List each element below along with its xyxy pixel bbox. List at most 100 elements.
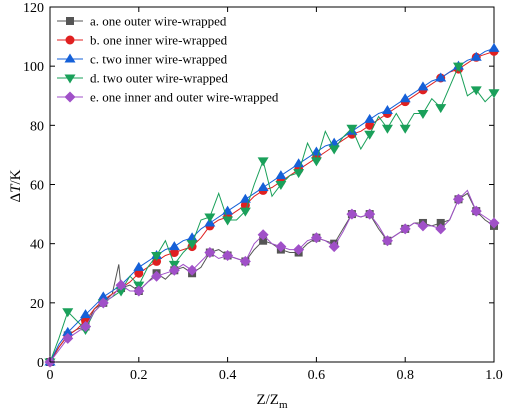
data-point (275, 170, 287, 180)
y-axis-label-var: T (8, 183, 24, 193)
y-tick-label: 120 (23, 1, 44, 16)
data-point (186, 232, 198, 242)
data-point (239, 193, 251, 203)
data-point (364, 130, 376, 140)
data-point (133, 261, 145, 271)
data-point (435, 72, 447, 82)
series-layer (44, 42, 500, 368)
data-point (381, 105, 393, 115)
data-point (151, 270, 163, 282)
data-point (328, 241, 340, 253)
x-tick-label: 0.6 (308, 368, 326, 383)
data-point (470, 51, 482, 61)
data-point (222, 216, 234, 226)
series-line (49, 192, 495, 363)
data-point (275, 241, 287, 253)
y-axis-label: ΔT/K (8, 169, 24, 202)
data-point (222, 250, 234, 261)
data-point (452, 62, 464, 72)
data-point (417, 81, 429, 91)
x-tick-label: 0 (47, 368, 54, 383)
x-axis-label: Z/Zm (256, 392, 288, 411)
y-tick-label: 60 (30, 179, 44, 194)
legend-marker (64, 53, 76, 63)
data-point (151, 252, 163, 261)
legend-label: e. one inner and outer wire-wrapped (90, 90, 279, 105)
y-axis-label-delta: Δ (8, 193, 24, 203)
data-point (259, 236, 268, 245)
data-point (452, 193, 464, 205)
legend-marker (66, 17, 74, 25)
data-point (293, 244, 305, 256)
data-point (310, 157, 322, 167)
legend-label: b. one inner wire-wrapped (90, 33, 228, 48)
data-point (168, 264, 180, 276)
y-tick-label: 40 (30, 238, 44, 253)
series-e (44, 189, 500, 368)
data-point (364, 208, 376, 220)
legend-entry: a. one outer wire-wrapped (57, 14, 227, 29)
x-tick-label: 0.8 (396, 368, 414, 383)
data-point (310, 232, 322, 244)
x-tick-label: 0.4 (219, 368, 237, 383)
data-point (417, 220, 429, 232)
legend-marker (64, 91, 76, 103)
x-tick-label: 0.2 (130, 368, 148, 383)
y-axis-label-unit: /K (8, 169, 24, 184)
data-point (399, 93, 411, 103)
data-point (381, 235, 393, 247)
data-point (488, 42, 500, 52)
legend-label: a. one outer wire-wrapped (90, 14, 227, 29)
data-point (115, 279, 127, 291)
data-point (169, 248, 179, 258)
data-point (381, 124, 393, 134)
legend-entry: c. two inner wire-wrapped (57, 52, 228, 67)
legend-label: d. two outer wire-wrapped (90, 71, 228, 86)
legend-marker (64, 74, 76, 84)
data-point (346, 208, 358, 220)
data-point (115, 287, 127, 297)
data-point (80, 321, 92, 332)
data-point (328, 145, 340, 155)
data-point (133, 285, 145, 297)
legend-entry: b. one inner wire-wrapped (57, 33, 228, 48)
legend-label: c. two inner wire-wrapped (90, 52, 228, 67)
data-point (204, 247, 216, 259)
y-tick-label: 80 (30, 119, 44, 134)
data-point (293, 169, 305, 179)
data-point (62, 308, 74, 318)
data-point (365, 120, 375, 130)
data-point (346, 124, 358, 134)
data-point (186, 264, 198, 276)
y-tick-label: 100 (23, 60, 44, 75)
data-point (399, 223, 411, 235)
data-point (257, 229, 269, 241)
data-point (488, 217, 500, 229)
data-point (436, 218, 445, 227)
data-point (80, 309, 92, 319)
data-point (257, 181, 269, 191)
data-point (239, 255, 251, 267)
data-point (204, 213, 216, 223)
data-point (470, 86, 482, 96)
legend: a. one outer wire-wrapped b. one inner wi… (57, 14, 279, 105)
data-point (97, 291, 109, 301)
data-point (399, 124, 411, 134)
data-point (239, 207, 251, 217)
data-point (488, 89, 500, 99)
axis-layer: 0 0.2 0.4 0.6 0.8 1.0 0 20 40 60 80 100 120 (23, 1, 503, 383)
data-point (134, 268, 144, 278)
data-point (62, 332, 74, 344)
y-tick-label: 0 (37, 356, 44, 371)
plot-frame (49, 6, 495, 363)
data-point (257, 157, 269, 167)
x-axis-label-sub: m (279, 399, 288, 411)
data-point (435, 104, 447, 114)
x-tick-label: 1.0 (485, 368, 503, 383)
data-point (62, 326, 74, 336)
data-point (435, 223, 447, 235)
series-d (44, 62, 500, 368)
data-point (470, 205, 482, 217)
x-axis-label-main: Z/Z (256, 392, 279, 408)
